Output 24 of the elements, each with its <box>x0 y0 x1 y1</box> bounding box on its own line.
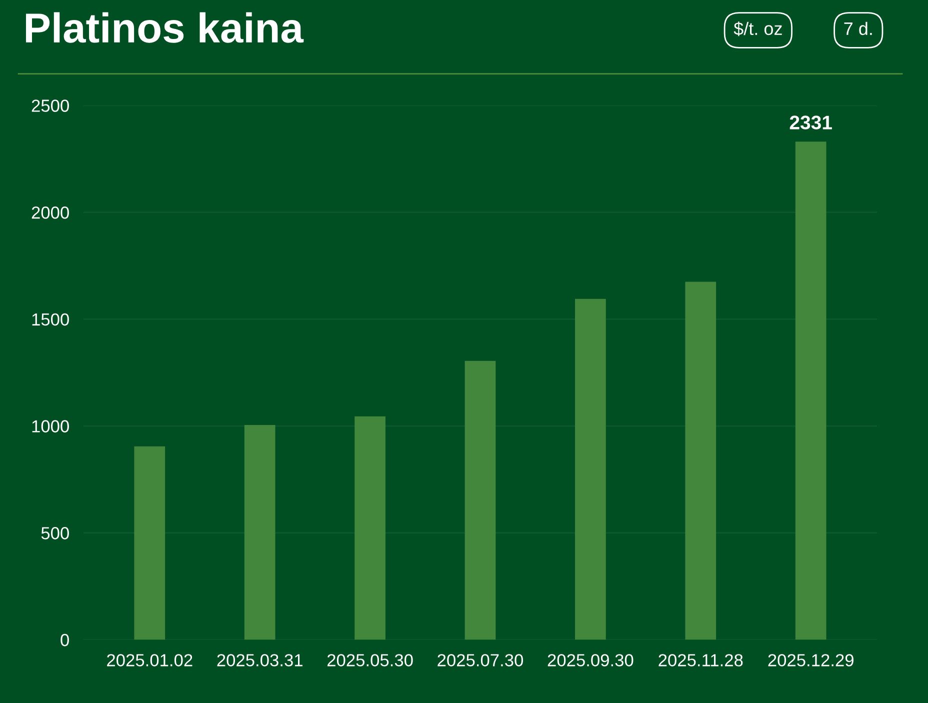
y-tick-label: 1000 <box>32 420 69 432</box>
data-label: 2331 <box>790 116 832 130</box>
x-tick-label: 2025.05.30 <box>327 654 413 666</box>
bar <box>685 282 716 640</box>
x-tick-label: 2025.12.29 <box>768 654 854 666</box>
bar <box>795 142 826 640</box>
y-tick-label: 500 <box>41 527 69 540</box>
x-tick-label: 2025.01.02 <box>107 654 192 666</box>
x-tick-label: 2025.07.30 <box>438 654 524 666</box>
y-tick-label: 0 <box>60 634 69 646</box>
x-tick-label: 2025.09.30 <box>548 654 634 666</box>
bar <box>575 298 606 640</box>
text: 7 d. <box>844 22 872 36</box>
chart-title: Platinos kaina <box>26 12 304 43</box>
bar <box>354 416 386 640</box>
text: $/t. oz <box>734 22 782 36</box>
y-tick-label: 1500 <box>32 313 69 326</box>
bar <box>244 424 276 640</box>
x-tick-label: 2025.11.28 <box>658 654 743 666</box>
bar <box>134 446 166 640</box>
x-tick-label: 2025.03.31 <box>217 654 302 666</box>
y-tick-label: 2000 <box>32 206 69 219</box>
bar <box>464 360 496 640</box>
y-tick-label: 2500 <box>32 100 69 112</box>
